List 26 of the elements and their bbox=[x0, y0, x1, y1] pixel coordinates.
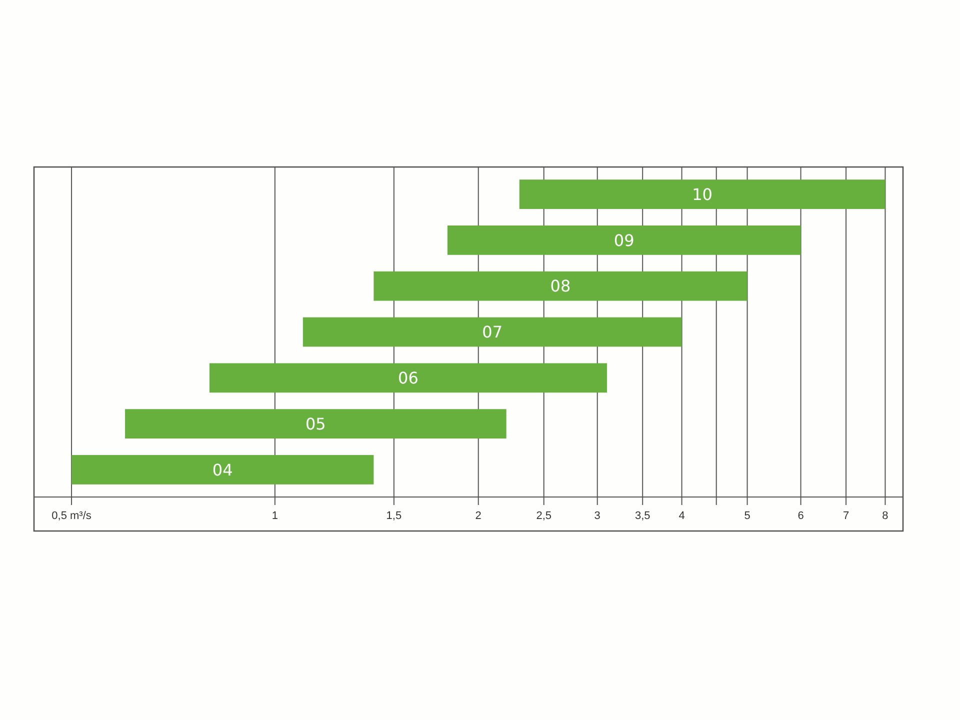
x-tick-label: 2 bbox=[475, 510, 482, 522]
x-tick-label: 5 bbox=[744, 510, 750, 522]
y-tick-label: 10 bbox=[692, 184, 712, 204]
x-tick-label: 8 bbox=[882, 510, 888, 522]
x-tick-label: 3,5 bbox=[634, 510, 650, 522]
bar bbox=[302, 317, 682, 347]
x-tick-label: 0,5 m³/s bbox=[52, 510, 92, 522]
x-tick-label: 2,5 bbox=[536, 510, 552, 522]
y-tick-label: 08 bbox=[550, 276, 571, 296]
y-tick-label: 07 bbox=[482, 322, 503, 342]
y-tick-label: 05 bbox=[306, 414, 326, 434]
x-tick-label: 1,5 bbox=[386, 510, 402, 522]
y-tick-label: 04 bbox=[212, 460, 233, 480]
x-tick-label: 4 bbox=[678, 510, 685, 522]
x-tick-label: 6 bbox=[798, 510, 804, 522]
bar bbox=[72, 455, 374, 484]
bar bbox=[519, 180, 886, 209]
bar bbox=[209, 363, 607, 393]
bar bbox=[125, 409, 506, 439]
x-tick-label: 1 bbox=[272, 510, 278, 522]
bar bbox=[447, 225, 801, 255]
bar bbox=[374, 271, 748, 301]
y-tick-label: 09 bbox=[614, 230, 634, 250]
x-tick-label: 3 bbox=[594, 510, 600, 522]
y-tick-label: 06 bbox=[398, 368, 418, 388]
x-tick-label: 7 bbox=[842, 510, 850, 522]
